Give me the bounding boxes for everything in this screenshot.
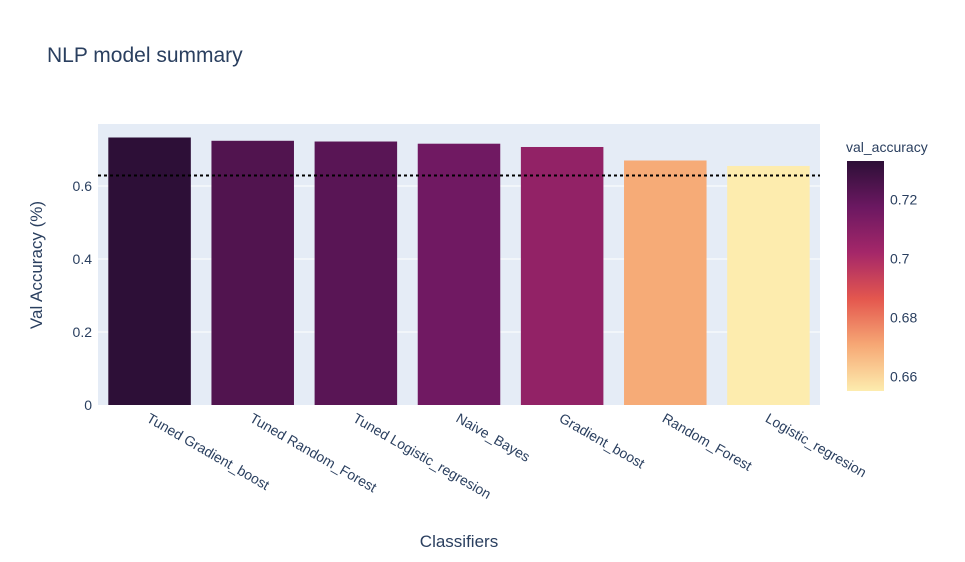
- bar: [108, 137, 191, 405]
- bar: [520, 146, 604, 405]
- y-tick-label: 0.6: [73, 178, 93, 194]
- y-axis-ticks: 0 0.2 0.4 0.6: [73, 178, 93, 413]
- bar: [211, 140, 294, 405]
- y-axis-title: Val Accuracy (%): [27, 201, 46, 329]
- x-axis-title: Classifiers: [420, 532, 498, 551]
- y-tick-label: 0.2: [73, 324, 93, 340]
- y-tick-label: 0.4: [73, 251, 93, 267]
- chart-title: NLP model summary: [47, 44, 243, 67]
- y-tick-label: 0: [84, 397, 92, 413]
- bar: [624, 160, 707, 405]
- colorbar-tick-label: 0.7: [890, 250, 910, 266]
- bars: [108, 137, 810, 406]
- x-tick-label: Naive_Bayes: [454, 410, 533, 465]
- bar: [417, 143, 501, 406]
- colorbar-ticks: 0.66 0.68 0.7 0.72: [890, 191, 917, 384]
- bar: [727, 165, 810, 405]
- colorbar-title: val_accuracy: [846, 139, 928, 155]
- colorbar-tick-label: 0.72: [890, 191, 917, 207]
- colorbar: [847, 161, 884, 391]
- bar: [314, 141, 398, 405]
- colorbar-tick-label: 0.68: [890, 309, 917, 325]
- x-tick-label: Random_Forest: [660, 410, 755, 474]
- colorbar-tick-label: 0.66: [890, 368, 917, 384]
- x-tick-label: Logistic_regresion: [763, 410, 869, 481]
- x-tick-label: Gradient_boost: [557, 410, 648, 472]
